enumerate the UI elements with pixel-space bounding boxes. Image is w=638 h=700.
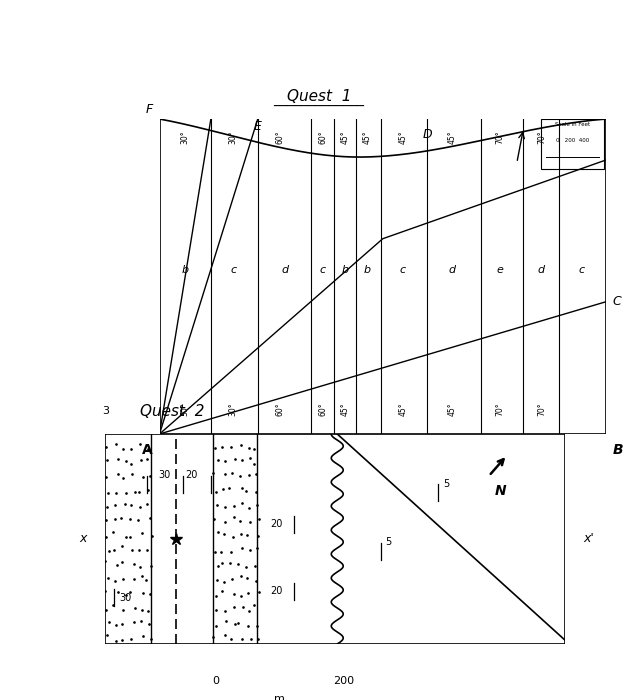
Text: 45°: 45° (362, 131, 372, 144)
Text: Scale in Feet: Scale in Feet (555, 122, 590, 127)
Text: 0   200  400: 0 200 400 (556, 138, 590, 143)
Text: 60°: 60° (276, 131, 285, 144)
Text: A: A (142, 444, 152, 458)
Text: c: c (579, 265, 584, 275)
Text: F: F (145, 103, 152, 116)
Text: c: c (320, 265, 325, 275)
Text: 3: 3 (102, 407, 109, 416)
Text: 5: 5 (385, 538, 392, 547)
Text: E: E (254, 120, 262, 133)
Text: N: N (494, 484, 506, 498)
Text: Quest  1: Quest 1 (286, 89, 352, 104)
Text: b: b (364, 265, 371, 275)
Text: Quest  2: Quest 2 (140, 405, 205, 419)
Text: 20: 20 (271, 587, 283, 596)
Text: 60°: 60° (318, 402, 327, 416)
Text: 30: 30 (119, 593, 131, 603)
Text: 5: 5 (443, 479, 449, 489)
Text: 20: 20 (271, 519, 283, 529)
Text: x: x (80, 533, 87, 545)
Text: 45°: 45° (340, 131, 350, 144)
Text: 45°: 45° (447, 131, 457, 144)
Text: 0: 0 (212, 676, 219, 685)
Text: 45°: 45° (398, 402, 408, 416)
Text: 70°: 70° (495, 131, 504, 144)
Text: 45°: 45° (340, 402, 350, 416)
Text: 45°: 45° (447, 402, 457, 416)
Text: D: D (422, 128, 433, 141)
Text: e: e (496, 265, 503, 275)
Text: b: b (341, 265, 348, 275)
Text: m: m (274, 694, 285, 700)
Text: 30°: 30° (228, 131, 238, 144)
Text: 200: 200 (334, 676, 355, 685)
Text: 45°: 45° (398, 131, 408, 144)
Text: d: d (538, 265, 545, 275)
Text: x': x' (583, 533, 594, 545)
Text: 20: 20 (186, 470, 198, 480)
Text: c: c (230, 265, 236, 275)
Text: 30°: 30° (181, 131, 189, 144)
Text: C: C (612, 295, 621, 308)
Text: 70°: 70° (537, 402, 546, 416)
Text: 70°: 70° (537, 131, 546, 144)
Text: c: c (400, 265, 406, 275)
Text: B: B (612, 444, 623, 458)
FancyBboxPatch shape (541, 119, 604, 169)
Text: 30: 30 (158, 470, 170, 480)
Text: 30°: 30° (228, 402, 238, 416)
Text: 60°: 60° (276, 402, 285, 416)
Text: b: b (181, 265, 188, 275)
Text: d: d (281, 265, 288, 275)
Text: _____________: _____________ (274, 93, 364, 107)
Text: 70°: 70° (495, 402, 504, 416)
Text: 60°: 60° (318, 131, 327, 144)
Text: 30°: 30° (181, 402, 189, 416)
Text: d: d (449, 265, 456, 275)
